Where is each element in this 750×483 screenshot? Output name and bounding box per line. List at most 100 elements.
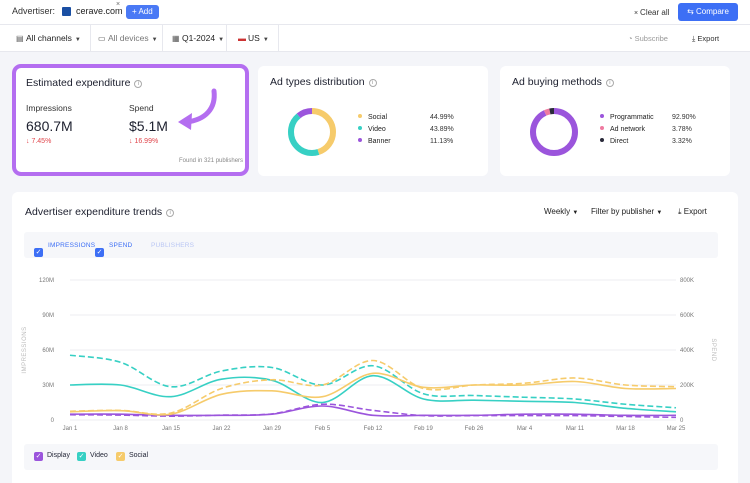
trends-chart: 0 30M 60M 90M 120M 0 200K 400K 600K 800K IMPRESSIO… <box>22 278 716 432</box>
export-button[interactable]: ⤓ Export <box>692 34 719 44</box>
info-icon[interactable]: i <box>134 80 143 88</box>
info-icon[interactable]: i <box>166 209 175 217</box>
x-tick: Jan 15 <box>162 426 181 432</box>
legend-dot-icon <box>600 114 604 118</box>
legend-video[interactable]: ✓ Video <box>77 452 108 461</box>
devices-dropdown[interactable]: ▭ All devices ▼ <box>92 25 158 51</box>
check-icon: ✓ <box>116 452 125 461</box>
donut-slice-programmatic[interactable] <box>530 108 578 156</box>
legend-row: Ad network 3.78% <box>600 125 710 135</box>
add-advertiser-button[interactable]: + Add <box>126 5 159 19</box>
donut-slice-banner[interactable] <box>288 108 336 156</box>
export-icon: ⤓ <box>678 207 684 216</box>
weekly-dropdown[interactable]: Weekly ▼ <box>544 207 578 216</box>
advertiser-chip[interactable]: cerave.com <box>58 3 129 20</box>
chevron-down-icon: ▼ <box>218 37 225 43</box>
legend-dot-icon <box>600 126 604 130</box>
legend-dot-icon <box>358 114 362 118</box>
close-icon: × <box>634 10 641 17</box>
advertiser-label: Advertiser: <box>12 6 56 16</box>
country-label: US <box>248 33 260 43</box>
donut-slice-direct[interactable] <box>530 108 578 156</box>
period-dropdown[interactable]: ▦ Q1-2024 ▼ <box>166 25 224 51</box>
compare-icon: ⇆ <box>687 7 697 16</box>
spend-value: $5.1M <box>129 118 168 134</box>
ad-types-title: Ad types distribution <box>270 76 365 88</box>
legend-pct: 43.89% <box>430 126 454 133</box>
legend-dot-icon <box>600 138 604 142</box>
country-dropdown[interactable]: ▬ US ▼ <box>232 25 269 51</box>
ad-buying-title: Ad buying methods <box>512 76 602 88</box>
legend-label: Video <box>368 126 386 133</box>
legend-social[interactable]: ✓ Social <box>116 452 148 461</box>
series-line-video-spend[interactable] <box>69 354 677 409</box>
publishers-checkbox-label[interactable]: PUBLISHERS <box>151 242 195 249</box>
legend-row: Direct 3.32% <box>600 137 710 147</box>
x-tick: Mar 18 <box>616 426 635 432</box>
y-left-tick: 0 <box>51 418 55 424</box>
legend-pct: 11.13% <box>430 138 454 145</box>
donut-slice-video[interactable] <box>288 108 336 156</box>
legend-row: Video 43.89% <box>358 125 468 135</box>
compare-label: Compare <box>696 7 729 16</box>
x-tick: Mar 4 <box>517 426 533 432</box>
series-line-social-impressions[interactable] <box>69 372 677 416</box>
legend-social-label: Social <box>129 452 149 459</box>
legend-pct: 3.32% <box>672 138 692 145</box>
info-icon[interactable]: i <box>605 79 614 87</box>
series-line-social-spend[interactable] <box>69 359 677 415</box>
series-legend: ✓ Display ✓ Video ✓ Social <box>24 444 718 470</box>
y-right-tick: 600K <box>680 313 694 319</box>
y-right-tick: 400K <box>680 348 694 354</box>
series-line-display-impressions[interactable] <box>69 405 677 417</box>
x-tick: Jan 1 <box>63 426 78 432</box>
legend-pct: 92.90% <box>672 114 696 121</box>
chevron-down-icon: ▼ <box>572 210 579 216</box>
found-publishers: Found in 321 publishers <box>179 158 244 164</box>
divider <box>90 25 91 51</box>
x-tick: Feb 12 <box>364 426 383 432</box>
impressions-checkbox[interactable]: ✓ <box>34 240 46 258</box>
divider <box>162 25 163 51</box>
spend-checkbox[interactable]: ✓ <box>95 240 107 258</box>
y-left-tick: 120M <box>39 278 54 284</box>
series-line-video-impressions[interactable] <box>69 374 677 413</box>
remove-advertiser-icon[interactable]: × <box>116 1 121 8</box>
subscribe-button[interactable]: ◔ Subscribe <box>628 34 668 43</box>
legend-label: Social <box>368 114 388 121</box>
legend-pct: 3.78% <box>672 126 692 133</box>
legend-display-label: Display <box>47 452 70 459</box>
x-tick: Feb 5 <box>315 426 331 432</box>
export-icon: ⤓ <box>692 34 698 43</box>
trends-export-label: Export <box>683 207 707 216</box>
legend-dot-icon <box>358 126 362 130</box>
y-left-tick: 90M <box>42 313 54 319</box>
card-title: Advertiser expenditure trends i <box>25 206 175 218</box>
impressions-change: ↓ 7.45% <box>26 138 52 145</box>
x-tick: Feb 19 <box>414 426 433 432</box>
expenditure-trends-card: Advertiser expenditure trends i Weekly ▼ … <box>12 192 738 483</box>
publisher-filter-dropdown[interactable]: Filter by publisher ▼ <box>591 207 662 216</box>
check-icon: ✓ <box>34 248 43 257</box>
channels-dropdown[interactable]: ▤ All channels ▼ <box>10 25 81 51</box>
check-icon: ✓ <box>95 248 104 257</box>
channels-icon: ▤ <box>16 34 24 43</box>
period-label: Q1-2024 <box>182 33 216 43</box>
advertiser-logo-icon <box>62 7 71 16</box>
info-icon[interactable]: i <box>368 79 377 87</box>
compare-button[interactable]: ⇆ Compare <box>678 3 738 21</box>
trends-export-button[interactable]: ⤓ Export <box>678 207 707 217</box>
annotation-arrow-icon <box>178 88 217 130</box>
legend-dot-icon <box>358 138 362 142</box>
estimated-expenditure-card: Estimated expenditure i Impressions 680.7… <box>12 64 249 176</box>
x-tick: Feb 26 <box>465 426 484 432</box>
clear-all-button[interactable]: × Clear all <box>634 8 669 17</box>
legend-label: Programmatic <box>610 114 654 121</box>
x-tick: Jan 29 <box>263 426 282 432</box>
legend-display[interactable]: ✓ Display <box>34 452 70 461</box>
divider <box>226 25 227 51</box>
filter-bar: ▤ All channels ▼ ▭ All devices ▼ ▦ Q1-2024 ▼ ▬… <box>0 24 750 52</box>
legend-label: Banner <box>368 138 391 145</box>
series-line-display-spend[interactable] <box>69 403 677 419</box>
card-title: Ad types distribution i <box>270 76 377 88</box>
